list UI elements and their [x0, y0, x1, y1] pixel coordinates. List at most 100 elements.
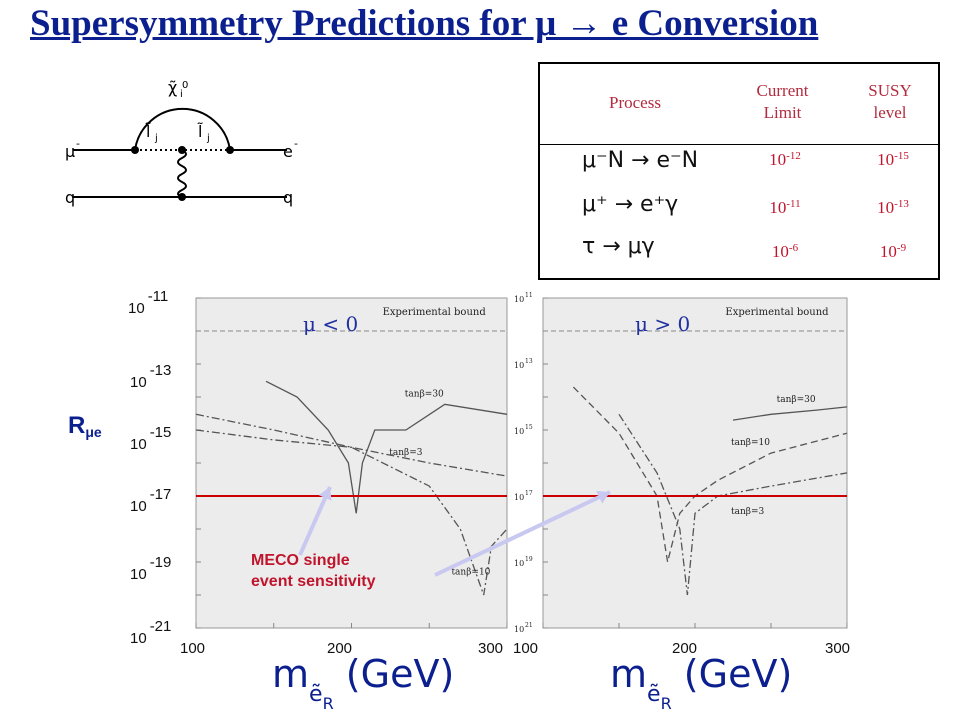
header-current-limit-line-2: Limit: [763, 103, 802, 122]
current-limit-cell: 10-6: [735, 242, 835, 262]
y-tick-base: 10: [514, 625, 524, 634]
limits-table: Process Current Limit SUSY level μ⁻N → e…: [538, 62, 940, 280]
meco-annotation-line-2: event sensitivity: [251, 573, 376, 590]
electron-sup: -: [294, 137, 298, 150]
current-limit-exp: -6: [788, 242, 799, 254]
current-limit-base: 10: [769, 150, 787, 169]
susy-level-cell: 10-9: [843, 242, 943, 262]
meco-annotation-line-1: MECO single: [251, 552, 350, 569]
series-line: [618, 413, 848, 596]
series-label: tanβ=10: [451, 567, 490, 577]
susy-level-exp: -15: [894, 150, 909, 162]
susy-level-exp: -13: [894, 198, 909, 210]
series-label: tanβ=30: [777, 395, 816, 405]
susy-level-cell: 10-15: [843, 150, 943, 170]
y-tick-exp: 21: [525, 622, 533, 629]
photon-wavy-line: [177, 149, 187, 198]
meco-annotation: MECO single event sensitivity: [251, 550, 376, 592]
susy-level-exp: -9: [896, 242, 907, 254]
vertex-quark: [178, 193, 186, 201]
y-tick-label: 10-11: [128, 288, 168, 317]
y-tick-exp: -13: [149, 362, 172, 379]
x-axis-label-unit: (GeV): [683, 652, 793, 696]
susy-level-base: 10: [877, 150, 895, 169]
muon-sup: -: [76, 137, 80, 150]
y-tick-exp: -11: [147, 288, 169, 305]
slepton-right-label: l̃: [197, 122, 203, 141]
y-tick-exp: 19: [525, 556, 533, 563]
annotation-arrowhead: [318, 487, 332, 501]
header-susy-level-line-2: level: [873, 103, 907, 122]
chi-label: χ̃: [168, 78, 177, 97]
current-limit-base: 10: [771, 242, 789, 261]
susy-level-base: 10: [877, 198, 895, 217]
y-tick-base: 10: [514, 559, 524, 568]
y-tick-exp: -19: [149, 554, 172, 571]
plot-area: [542, 297, 848, 629]
x-tick-label: 100: [180, 640, 206, 657]
muon-label: μ: [65, 142, 75, 161]
x-axis-label: mẽR (GeV): [272, 652, 455, 713]
y-tick-exp: -21: [149, 618, 172, 635]
table-header: Process Current Limit SUSY level: [540, 64, 938, 145]
process-cell: μ⁻N → e⁻N: [582, 148, 699, 173]
y-tick-base: 10: [130, 374, 147, 391]
panel-label-mu-positive: μ > 0: [635, 312, 691, 336]
y-tick-base: 10: [130, 498, 147, 515]
page-title: Supersymmetry Predictions for μ → e Conv…: [30, 3, 819, 44]
series-line: [572, 386, 848, 563]
y-tick-exp: 11: [525, 292, 533, 299]
y-tick-exp: 15: [525, 424, 533, 431]
current-limit-exp: -11: [786, 198, 801, 210]
x-tick-label: 300: [478, 640, 504, 657]
x-tick-label: 300: [825, 640, 851, 657]
slepton-right-sub: j: [206, 133, 210, 144]
feynman-diagram: χ̃ i 0 l̃ j l̃ j μ - e - q q: [65, 78, 298, 207]
y-tick-label: 10-17: [130, 486, 171, 515]
series-line: [195, 429, 508, 477]
slepton-left-sub: j: [154, 133, 158, 144]
x-tick-label: 100: [513, 640, 539, 657]
susy-level-cell: 10-13: [843, 198, 943, 218]
quark-in-label: q: [65, 188, 75, 207]
y-tick-label: 10-13: [130, 362, 171, 391]
vertex-right: [226, 146, 234, 154]
current-limit-base: 10: [769, 198, 787, 217]
series-line: [195, 413, 508, 596]
series-label: tanβ=3: [731, 507, 765, 517]
susy-level-base: 10: [879, 242, 897, 261]
x-tick-label: 200: [672, 640, 698, 657]
header-process: Process: [609, 93, 661, 112]
annotation-arrow: [298, 486, 332, 556]
y-tick-exp: 13: [525, 358, 533, 365]
panel-label-mu-negative: μ < 0: [303, 312, 359, 336]
series-label: tanβ=10: [731, 438, 770, 448]
y-axis-label-main: R: [68, 412, 86, 439]
header-current-limit-line-1: Current: [756, 81, 809, 100]
x-axis-label-sub: ẽ: [309, 682, 323, 707]
experimental-bound-label: Experimental bound: [725, 307, 829, 318]
y-tick-label: 10-19: [130, 554, 171, 583]
x-axis-label: mẽR (GeV): [610, 652, 793, 713]
series-line: [732, 406, 848, 421]
x-axis-label-main: m: [610, 652, 648, 696]
y-tick-exp: 17: [525, 490, 533, 497]
vertex-middle: [178, 146, 186, 154]
series-label: tanβ=3: [389, 448, 423, 458]
y-tick-base: 10: [514, 427, 524, 436]
plot-area: [195, 297, 508, 629]
experimental-bound-label: Experimental bound: [383, 307, 487, 318]
x-axis-label-subsub: R: [660, 694, 672, 713]
header-current-limit: Current Limit: [720, 80, 845, 124]
y-tick-base: 10: [514, 493, 524, 502]
series-line: [265, 380, 508, 514]
x-axis-label-unit: (GeV): [345, 652, 455, 696]
header-susy-level-line-1: SUSY: [868, 81, 912, 100]
x-axis-label-main: m: [272, 652, 310, 696]
y-tick-base: 10: [130, 436, 147, 453]
x-axis-label-sub: ẽ: [647, 682, 661, 707]
slepton-left-label: l̃: [145, 122, 151, 141]
electron-label: e: [283, 142, 293, 161]
y-tick-base: 10: [514, 361, 524, 370]
